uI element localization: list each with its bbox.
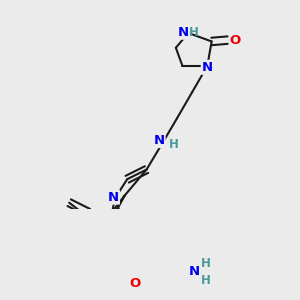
Text: H: H: [201, 257, 211, 270]
Text: N: N: [153, 134, 164, 147]
Text: O: O: [230, 34, 241, 46]
Text: N: N: [108, 191, 119, 204]
Text: N: N: [189, 265, 200, 278]
Text: H: H: [169, 138, 179, 151]
Text: H: H: [189, 26, 199, 39]
Text: O: O: [129, 277, 140, 290]
Text: N: N: [178, 26, 189, 39]
Text: H: H: [201, 274, 211, 286]
Text: N: N: [202, 61, 213, 74]
